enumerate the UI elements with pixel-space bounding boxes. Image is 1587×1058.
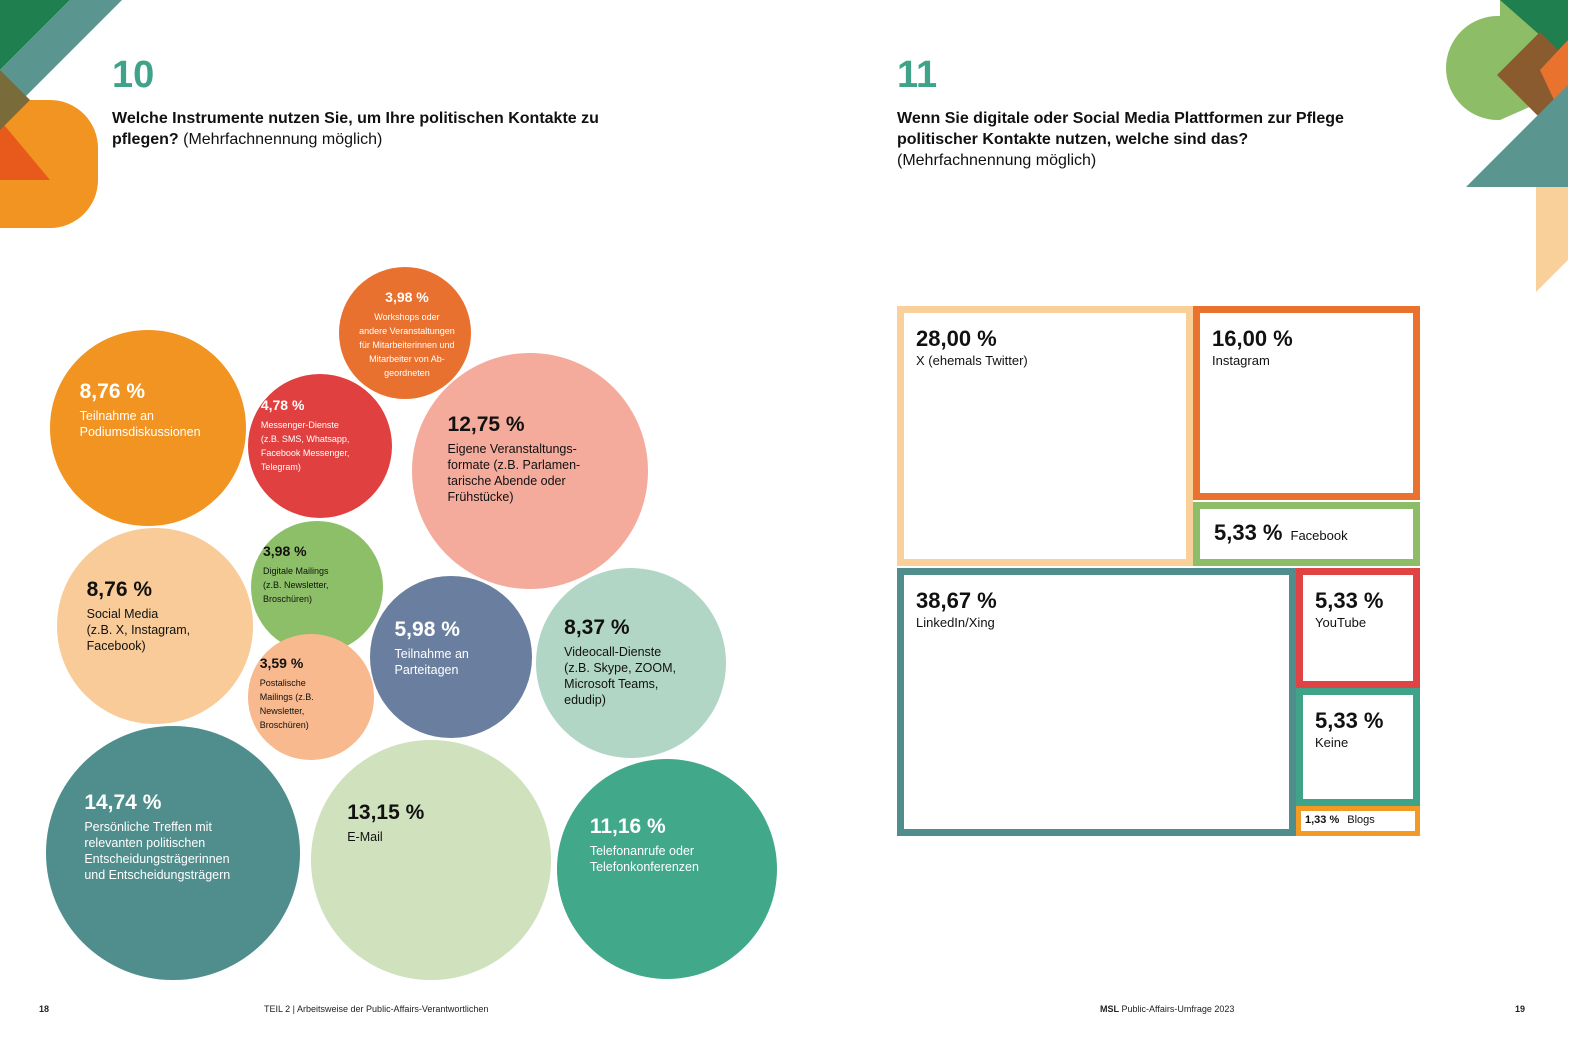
bubble-text: 3,98 % Digitale Mailings (z.B. Newsletter… bbox=[263, 541, 375, 606]
treemap-cell: 38,67 % LinkedIn/Xing bbox=[897, 568, 1296, 836]
category-label: Keine bbox=[1315, 735, 1349, 750]
value-label: 5,33 % bbox=[1315, 588, 1384, 613]
question: Wenn Sie digitale oder Social Media Plat… bbox=[897, 108, 1387, 171]
bubble bbox=[50, 330, 246, 526]
question-subtitle: (Mehrfachnennung möglich) bbox=[183, 131, 383, 148]
category-label: X (ehemals Twitter) bbox=[916, 353, 1028, 368]
bubble bbox=[311, 740, 551, 980]
category-label: Digitale Mailings (z.B. Newsletter, Bros… bbox=[263, 565, 329, 604]
category-label: Social Media (z.B. X, Instagram, Faceboo… bbox=[86, 607, 191, 654]
bubble bbox=[46, 726, 300, 980]
value-label: 1,33 % bbox=[1305, 814, 1340, 826]
category-label: Eigene Veranstaltungs- formate (z.B. Par… bbox=[447, 442, 581, 505]
category-label: Workshops oder andere Veranstaltungen fü… bbox=[359, 311, 455, 378]
question-title: Welche Instrumente nutzen Sie, um Ihre p… bbox=[112, 110, 599, 148]
value-label: 5,98 % bbox=[394, 617, 460, 641]
bubble bbox=[251, 521, 383, 653]
category-label: Messenger-Dienste (z.B. SMS, Whatsapp, F… bbox=[260, 420, 350, 473]
value-label: 8,76 % bbox=[86, 578, 153, 602]
bubble-text: 12,75 % Eigene Veranstaltungs- formate (z… bbox=[448, 412, 648, 505]
bubble bbox=[57, 528, 253, 724]
brand: MSL bbox=[1100, 1004, 1119, 1014]
bubble-text: 3,59 % Postalische Mailings (z.B. Newslet… bbox=[260, 653, 366, 732]
bubble bbox=[556, 758, 778, 980]
category-label: YouTube bbox=[1315, 615, 1367, 630]
value-label: 3,98 % bbox=[385, 288, 429, 305]
category-label: Persönliche Treffen mit relevanten polit… bbox=[84, 819, 231, 882]
value-label: 5,33 % bbox=[1315, 708, 1384, 733]
treemap-cell: 16,00 % Instagram bbox=[1193, 306, 1420, 500]
question-number: 11 bbox=[897, 54, 938, 96]
value-label: 28,00 % bbox=[916, 326, 997, 351]
bubble bbox=[535, 567, 727, 759]
treemap-cell: 1,33 % Blogs bbox=[1296, 806, 1420, 836]
footer: MSL Public-Affairs-Umfrage 2023 bbox=[1100, 1004, 1234, 1014]
category-label: LinkedIn/Xing bbox=[916, 615, 995, 630]
bubble-text: 11,16 % Telefonanrufe oder Telefonkonfere… bbox=[590, 814, 777, 875]
bubble bbox=[412, 353, 648, 589]
question: Welche Instrumente nutzen Sie, um Ihre p… bbox=[112, 108, 612, 150]
treemap-cell: 28,00 % X (ehemals Twitter) bbox=[897, 306, 1193, 566]
value-label: 4,78 % bbox=[260, 397, 305, 414]
bubble-text: 5,98 % Teilnahme an Parteitagen bbox=[395, 617, 532, 678]
bubble-text: 3,98 % Workshops oder andere Veranstaltun… bbox=[351, 287, 463, 380]
value-label: 5,33 % bbox=[1214, 520, 1283, 545]
footer-text: Public-Affairs-Umfrage 2023 bbox=[1121, 1004, 1235, 1014]
bubble bbox=[370, 576, 532, 738]
treemap-cell: 5,33 % Facebook bbox=[1193, 502, 1420, 566]
value-label: 16,00 % bbox=[1212, 326, 1293, 351]
bubble-text: 8,76 % Teilnahme an Podiumsdiskussionen bbox=[80, 379, 246, 440]
page-number: 19 bbox=[1515, 1004, 1526, 1014]
footer: TEIL 2 | Arbeitsweise der Public-Affairs… bbox=[264, 1004, 489, 1014]
category-label: E-Mail bbox=[347, 830, 383, 845]
value-label: 3,59 % bbox=[259, 655, 304, 672]
page-number: 18 bbox=[39, 1004, 50, 1014]
category-label: Instagram bbox=[1212, 353, 1270, 368]
value-label: 13,15 % bbox=[347, 801, 425, 825]
value-label: 12,75 % bbox=[447, 413, 525, 437]
bubble-text: 8,37 % Videocall-Dienste (z.B. Skype, ZOO… bbox=[564, 615, 726, 708]
question-subtitle: (Mehrfachnennung möglich) bbox=[897, 152, 1097, 169]
category-label: Facebook bbox=[1290, 528, 1348, 543]
bubble bbox=[247, 373, 393, 519]
category-label: Teilnahme an Parteitagen bbox=[394, 646, 469, 677]
bubble-text: 4,78 % Messenger-Dienste (z.B. SMS, Whats… bbox=[261, 395, 384, 474]
question-number: 10 bbox=[112, 54, 155, 96]
category-label: Telefonanrufe oder Telefonkonferenzen bbox=[589, 843, 699, 874]
category-label: Teilnahme an Podiumsdiskussionen bbox=[79, 409, 201, 440]
category-label: Videocall-Dienste (z.B. Skype, ZOOM, Mic… bbox=[564, 645, 676, 708]
category-label: Postalische Mailings (z.B. Newsletter, B… bbox=[259, 678, 314, 731]
value-label: 11,16 % bbox=[589, 814, 666, 838]
bubble bbox=[248, 634, 374, 760]
bubble-text: 14,74 % Persönliche Treffen mit relevante… bbox=[84, 790, 299, 883]
value-label: 8,37 % bbox=[564, 616, 630, 640]
value-label: 38,67 % bbox=[916, 588, 997, 613]
treemap-cell: 5,33 % Keine bbox=[1296, 688, 1420, 806]
treemap-cell: 5,33 % YouTube bbox=[1296, 568, 1420, 688]
value-label: 14,74 % bbox=[84, 790, 162, 814]
bubble bbox=[339, 267, 471, 399]
bubble-text: 13,15 % E-Mail bbox=[347, 800, 550, 845]
value-label: 3,98 % bbox=[263, 542, 307, 559]
value-label: 8,76 % bbox=[79, 380, 146, 404]
question-title: Wenn Sie digitale oder Social Media Plat… bbox=[897, 110, 1344, 148]
bubble-text: 8,76 % Social Media (z.B. X, Instagram, F… bbox=[87, 577, 253, 654]
category-label: Blogs bbox=[1347, 814, 1375, 826]
